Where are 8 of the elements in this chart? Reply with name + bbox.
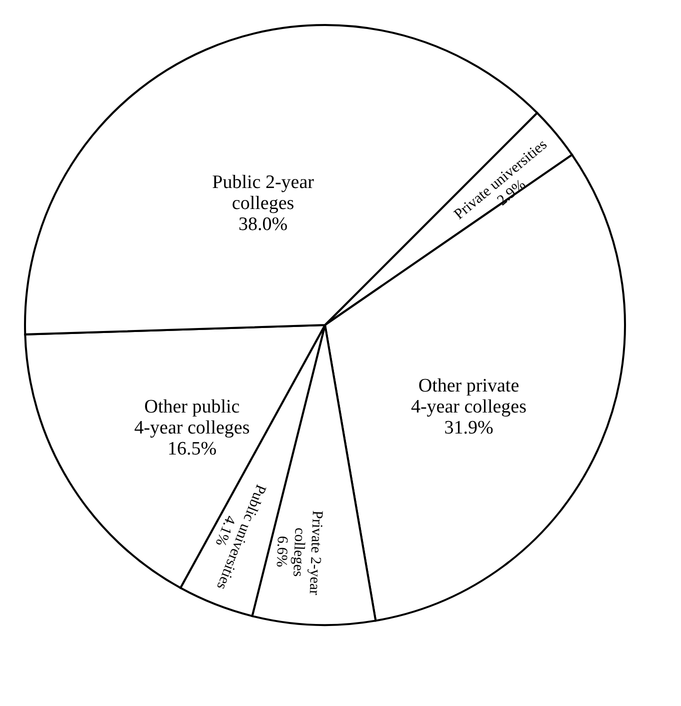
data-label: 38.0% [238,214,288,235]
slice-label: Other public 4-year colleges [134,396,250,439]
slice-label: Other private 4-year colleges [410,376,527,418]
data-label: 16.5% [167,438,217,460]
slice-label: Public 2-year colleges [212,172,315,214]
data-label: 31.9% [444,418,494,439]
data-label: 6.6% [272,536,290,568]
slice-label: Private 2-year colleges [289,510,325,596]
